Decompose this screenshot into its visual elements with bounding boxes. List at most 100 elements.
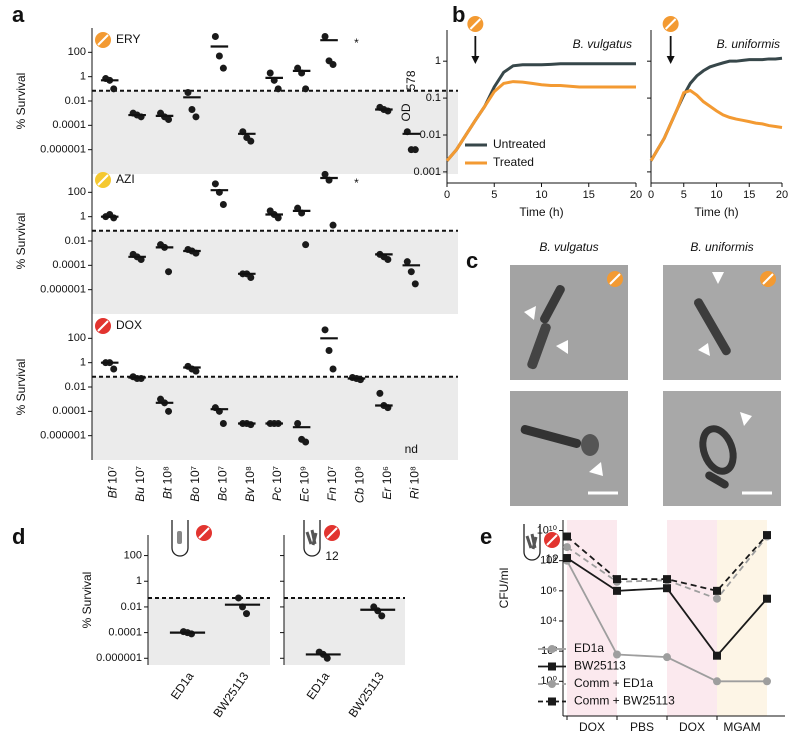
- annotation: *: [354, 176, 359, 190]
- micrograph: [510, 391, 628, 506]
- treatment-icon: [326, 527, 338, 539]
- species: Ec: [298, 488, 312, 502]
- y-tick-label: 0.000001: [40, 144, 86, 156]
- treatment-icon: [97, 174, 109, 186]
- y-tick-label: 10⁴: [540, 615, 557, 627]
- panel-letter: d: [12, 524, 25, 549]
- x-tick-label: Ec 10⁹: [298, 466, 312, 502]
- data-point: [613, 650, 621, 659]
- data-point: [763, 677, 771, 686]
- below-threshold: [284, 597, 405, 665]
- y-tick-label: 0.000001: [40, 430, 86, 442]
- replicate-dot: [219, 420, 227, 427]
- data-point: [663, 653, 671, 662]
- count: 10⁸: [243, 466, 257, 488]
- panel-letter: a: [12, 2, 25, 27]
- y-tick-label: 0.1: [426, 92, 441, 104]
- count: 10⁷: [188, 466, 202, 487]
- replicate-dot: [302, 85, 310, 93]
- replicate-dot: [329, 221, 337, 229]
- replicate-dot: [321, 170, 329, 178]
- x-tick-label: Ri 10⁸: [407, 466, 421, 499]
- replicate-dot: [219, 201, 227, 208]
- y-tick-label: 100: [68, 332, 86, 344]
- y-tick-label: 0.0001: [52, 405, 86, 417]
- treatment-icon: [97, 34, 109, 46]
- y-axis-label: OD: [399, 103, 413, 121]
- x-tick-label: 15: [583, 189, 595, 201]
- replicate-dot: [302, 241, 310, 249]
- below-threshold: [148, 597, 270, 665]
- legend-label: BW25113: [574, 659, 626, 673]
- replicate-dot: [403, 258, 411, 266]
- data-point: [563, 554, 571, 563]
- replicate-dot: [247, 137, 255, 145]
- series-line: [445, 80, 636, 162]
- species: Bc: [216, 487, 230, 501]
- count: 10⁷: [216, 466, 230, 487]
- species: Bt: [161, 487, 175, 499]
- replicate-dot: [165, 407, 173, 415]
- treatment-arrow: [666, 56, 675, 64]
- x-tick-label: 10: [535, 189, 547, 201]
- tube-icon: [523, 524, 541, 561]
- count: 10⁸: [407, 466, 421, 488]
- replicate-dot: [211, 33, 219, 41]
- treatment-icon: [469, 18, 482, 30]
- replicate-dot: [235, 594, 242, 602]
- y-axis-label: % Survival: [80, 572, 94, 629]
- y-tick-label: 1: [80, 211, 86, 223]
- x-tick-label: Bt 10⁸: [161, 466, 175, 499]
- replicate-dot: [110, 214, 118, 222]
- replicate-dot: [329, 365, 337, 373]
- panel-label: ERY: [116, 32, 140, 46]
- replicate-dot: [188, 106, 196, 114]
- y-tick-label: 0.01: [65, 381, 86, 393]
- series-line: [649, 88, 783, 162]
- replicate-dot: [274, 85, 282, 93]
- y-tick-label: 0.000001: [40, 284, 86, 296]
- replicate-dot: [110, 365, 118, 373]
- panel-letter: e: [480, 524, 492, 549]
- y-tick-label: 1: [80, 357, 86, 369]
- x-tick-label: Bf 10⁷: [106, 466, 120, 498]
- treatment-arrow: [471, 56, 480, 64]
- y-tick-label: 1: [80, 71, 86, 83]
- data-point: [713, 677, 721, 686]
- replicate-dot: [192, 113, 200, 121]
- count: 10⁸: [161, 466, 175, 488]
- tube-icon: [303, 520, 321, 557]
- x-tick-label: 0: [444, 189, 450, 201]
- replicate-dot: [247, 274, 255, 281]
- y-tick-label: 0.01: [121, 601, 142, 613]
- data-point: [563, 543, 571, 552]
- legend-label: Comm + ED1a: [574, 676, 653, 690]
- count: 10⁷: [106, 466, 120, 487]
- replicate-dot: [411, 280, 419, 288]
- species: Cb: [353, 488, 367, 504]
- data-point: [563, 532, 571, 541]
- species: Bo: [188, 487, 202, 502]
- micrograph: [663, 265, 781, 380]
- phase-band: [667, 520, 717, 716]
- replicate-dot: [215, 52, 223, 60]
- y-tick-label: 10⁶: [540, 585, 557, 597]
- replicate-dot: [110, 85, 118, 93]
- replicate-dot: [356, 376, 364, 384]
- legend-label: Comm + BW25113: [574, 694, 675, 708]
- replicate-dot: [219, 64, 227, 72]
- below-threshold: [92, 376, 458, 460]
- phase-label: DOX: [579, 720, 605, 734]
- y-tick-label: 0.0001: [52, 259, 86, 271]
- replicate-dot: [294, 420, 302, 427]
- species: Bu: [133, 487, 147, 502]
- replicate-dot: [384, 256, 392, 264]
- phase-label: MGAM: [723, 720, 760, 734]
- x-tick-label: 20: [776, 189, 788, 201]
- x-tick-label: Bo 10⁷: [188, 466, 202, 502]
- data-point: [763, 594, 771, 603]
- x-tick-label: Bu 10⁷: [133, 466, 147, 502]
- species: Ri: [407, 487, 421, 499]
- y-tick-label: 0.001: [413, 166, 441, 178]
- species: Fn: [325, 487, 339, 501]
